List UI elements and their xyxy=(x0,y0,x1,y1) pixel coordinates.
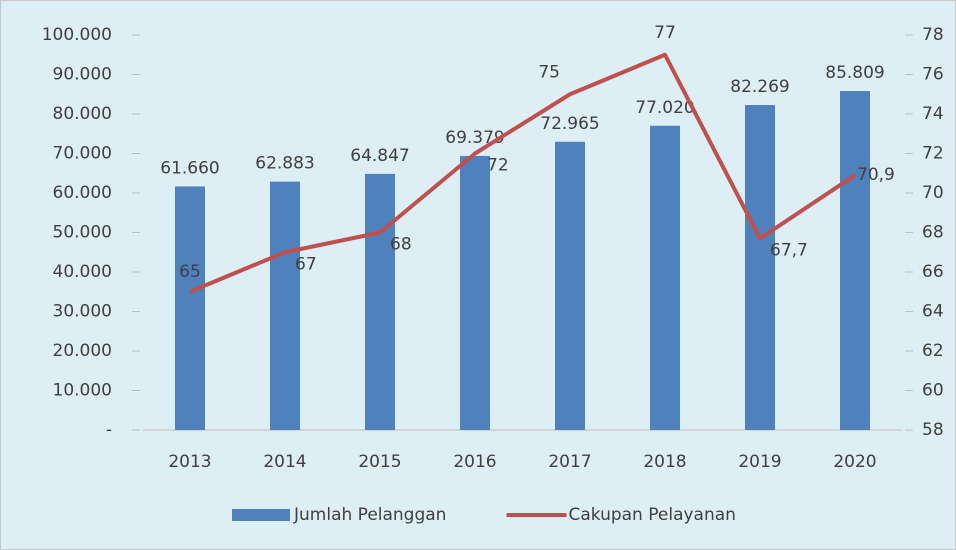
y2-tick-label: 60 xyxy=(922,381,944,401)
y-tick-label: - xyxy=(106,420,112,440)
bar-value-label: 85.809 xyxy=(825,63,884,83)
bar-value-label: 62.883 xyxy=(255,154,314,174)
y2-tick-label: 58 xyxy=(922,420,944,440)
bar xyxy=(460,155,490,431)
y-tick-label: 30.000 xyxy=(53,302,112,322)
y2-tick-label: 62 xyxy=(922,341,944,361)
y-tick-label: 60.000 xyxy=(53,183,112,203)
x-tick-label: 2015 xyxy=(358,452,401,472)
line-value-label: 68 xyxy=(390,235,412,255)
bar xyxy=(555,141,585,430)
line-value-label: 67 xyxy=(295,254,317,274)
y2-tick-label: 68 xyxy=(922,223,944,243)
y2-tick-label: 78 xyxy=(922,25,944,45)
legend-label: Cakupan Pelayanan xyxy=(568,505,735,525)
line xyxy=(189,52,857,294)
line-value-label: 77 xyxy=(654,23,676,43)
y-tick-label: 50.000 xyxy=(53,223,112,243)
x-tick-label: 2016 xyxy=(453,452,496,472)
bar xyxy=(365,173,395,430)
y-tick-label: 80.000 xyxy=(53,104,112,124)
y-tick-label: 40.000 xyxy=(53,262,112,282)
y2-tick-label: 66 xyxy=(922,262,944,282)
y2-tick-label: 64 xyxy=(922,302,944,322)
bar xyxy=(175,186,205,430)
bar xyxy=(270,181,300,430)
bar-value-label: 77.020 xyxy=(635,98,694,118)
bar-value-label: 69.379 xyxy=(445,128,504,148)
x-tick-label: 2018 xyxy=(643,452,686,472)
bar-value-label: 64.847 xyxy=(350,146,409,166)
y-tick-label: 70.000 xyxy=(53,144,112,164)
y2-tick-label: 70 xyxy=(922,183,944,203)
y-tick-label: 20.000 xyxy=(53,341,112,361)
y2-tick-label: 76 xyxy=(922,65,944,85)
line-value-label: 65 xyxy=(179,262,201,282)
line-value-label: 70,9 xyxy=(857,165,895,185)
x-tick-label: 2019 xyxy=(738,452,781,472)
line-value-label: 72 xyxy=(487,156,509,176)
y2-tick-label: 74 xyxy=(922,104,944,124)
legend-swatch xyxy=(232,509,290,521)
y2-tick-label: 72 xyxy=(922,144,944,164)
x-tick-label: 2020 xyxy=(833,452,876,472)
x-tick-label: 2014 xyxy=(263,452,306,472)
line-value-label: 75 xyxy=(538,62,560,82)
y-tick-label: 100.000 xyxy=(42,25,112,45)
legend-label: Jumlah Pelanggan xyxy=(293,505,446,525)
bar xyxy=(650,125,680,431)
bar xyxy=(745,105,775,431)
y-tick-label: 90.000 xyxy=(53,65,112,85)
x-tick-label: 2013 xyxy=(168,452,211,472)
bar-value-label: 82.269 xyxy=(730,77,789,97)
y-tick-label: 10.000 xyxy=(53,381,112,401)
bar xyxy=(840,91,870,431)
bar-value-label: 72.965 xyxy=(540,114,599,134)
x-tick-label: 2017 xyxy=(548,452,591,472)
line-value-label: 67,7 xyxy=(770,240,808,260)
bar-value-label: 61.660 xyxy=(160,158,219,178)
